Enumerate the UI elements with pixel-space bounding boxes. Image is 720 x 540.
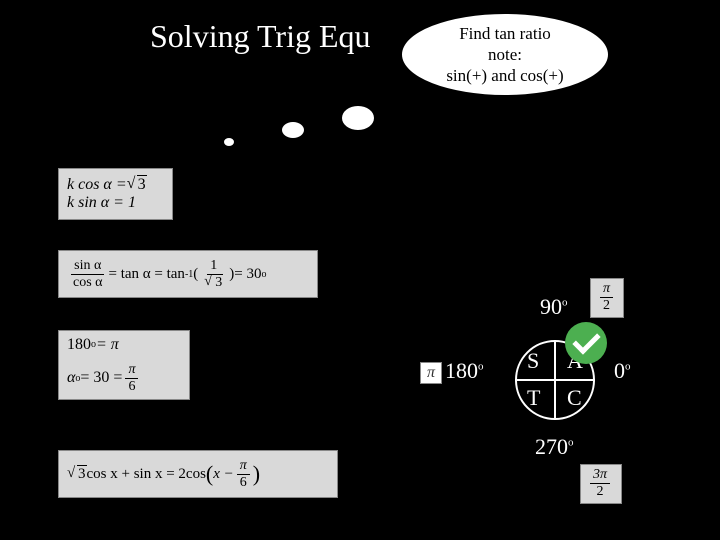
cloud-line1: Find tan ratio	[459, 23, 551, 44]
frac-num: π	[125, 362, 138, 379]
frac-num: π	[600, 281, 613, 298]
eq2-lparen: (	[193, 266, 198, 283]
cloud-bubble	[222, 136, 236, 148]
sqrt-icon: 3	[67, 466, 87, 483]
frac-num: 1	[207, 258, 220, 275]
3pi-over-2-box: 3π 2	[580, 464, 622, 504]
cast-t-label: T	[527, 385, 540, 411]
eq4-rparen: )	[253, 461, 260, 487]
frac-num: 3π	[590, 467, 610, 484]
eq3-alpha: α	[67, 369, 75, 387]
frac-1-sqrt3: 1 3	[201, 258, 226, 291]
frac-den: 3	[201, 275, 226, 291]
frac-den: 6	[125, 379, 138, 395]
eq1-rhs: 3	[137, 175, 147, 193]
frac-num: π	[237, 458, 250, 475]
cloud-bubble	[280, 120, 306, 140]
frac-den: 2	[594, 484, 607, 500]
frac-pi-6: π 6	[125, 362, 138, 395]
eq4-mid: cos x + sin x = 2cos	[87, 466, 206, 483]
thought-cloud: Find tan ratio note: sin(+) and cos(+)	[400, 12, 620, 102]
eq1-line2: k sin α = 1	[67, 194, 164, 212]
cloud-line3: sin(+) and cos(+)	[446, 65, 563, 86]
frac-den: cos α	[70, 275, 106, 291]
eq3-eqpi: = π	[96, 336, 119, 354]
eq4-sqrt3: 3	[77, 465, 87, 482]
eq3-eq30: = 30 =	[80, 369, 122, 387]
equation-box-4: 3 cos x + sin x = 2cos ( x − π 6 )	[58, 450, 338, 498]
cloud-line2: note:	[488, 44, 522, 65]
eq1-lhs: k cos α =	[67, 176, 127, 194]
eq3-line1: 180 o = π	[67, 336, 181, 354]
equation-box-3: 180 o = π α o = 30 = π 6	[58, 330, 190, 400]
degree-symbol: o	[262, 269, 267, 280]
frac-num: sin α	[71, 258, 104, 275]
angle-0-label: 0o	[614, 358, 631, 384]
equation-box-1: k cos α = 3 k sin α = 1	[58, 168, 173, 220]
frac-den: 2	[600, 298, 613, 314]
eq3-180: 180	[67, 336, 91, 354]
cloud-body: Find tan ratio note: sin(+) and cos(+)	[400, 12, 610, 97]
pi-icon: π	[420, 362, 442, 384]
cast-s-label: S	[527, 348, 539, 374]
frac-sin-cos: sin α cos α	[70, 258, 106, 291]
eq2-inverse: -1	[185, 269, 193, 280]
frac-den: 6	[237, 475, 250, 491]
eq4-row: 3 cos x + sin x = 2cos ( x − π 6 )	[67, 458, 329, 491]
eq2-mid: = tan α = tan	[109, 266, 185, 283]
equation-box-2: sin α cos α = tan α = tan -1 ( 1 3 ) = 3…	[58, 250, 318, 298]
eq1-line1: k cos α = 3	[67, 176, 164, 194]
eq4-paren: x −	[213, 466, 234, 483]
angle-90-label: 90o	[540, 294, 568, 320]
angle-270-label: 270o	[535, 434, 574, 460]
slide-title: Solving Trig Equ	[150, 18, 371, 55]
eq3-line2: α o = 30 = π 6	[67, 362, 181, 395]
sqrt-icon: 3	[127, 176, 147, 194]
angle-180-label: 180o	[445, 358, 484, 384]
eq2-end: = 30	[234, 266, 261, 283]
cast-c-label: C	[567, 385, 582, 411]
pi-over-2-box: π 2	[590, 278, 624, 318]
eq2-row: sin α cos α = tan α = tan -1 ( 1 3 ) = 3…	[67, 258, 309, 291]
frac-pi-6b: π 6	[237, 458, 250, 491]
cast-vline	[554, 340, 556, 420]
cloud-bubble	[340, 104, 376, 132]
checkmark-icon	[565, 322, 607, 364]
